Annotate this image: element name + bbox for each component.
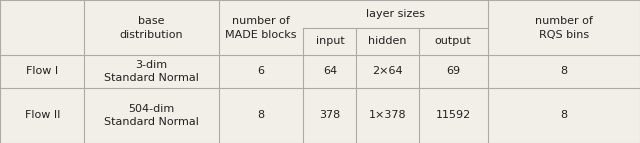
Text: 8: 8 [560,111,568,120]
Text: 3-dim
Standard Normal: 3-dim Standard Normal [104,60,199,83]
Text: input: input [316,36,344,46]
Text: Flow II: Flow II [24,111,60,120]
Text: number of
RQS bins: number of RQS bins [535,16,593,39]
Text: Flow I: Flow I [26,66,58,77]
Text: 11592: 11592 [435,111,471,120]
Text: 8: 8 [257,111,265,120]
Text: 1×378: 1×378 [369,111,406,120]
Text: output: output [435,36,472,46]
Text: number of
MADE blocks: number of MADE blocks [225,16,297,39]
Text: layer sizes: layer sizes [366,9,425,19]
Text: 2×64: 2×64 [372,66,403,77]
Text: 504-dim
Standard Normal: 504-dim Standard Normal [104,104,199,127]
Text: 6: 6 [258,66,264,77]
Text: 64: 64 [323,66,337,77]
Text: 8: 8 [560,66,568,77]
Text: 378: 378 [319,111,340,120]
Text: base
distribution: base distribution [120,16,184,39]
Text: 69: 69 [446,66,460,77]
Text: hidden: hidden [368,36,407,46]
